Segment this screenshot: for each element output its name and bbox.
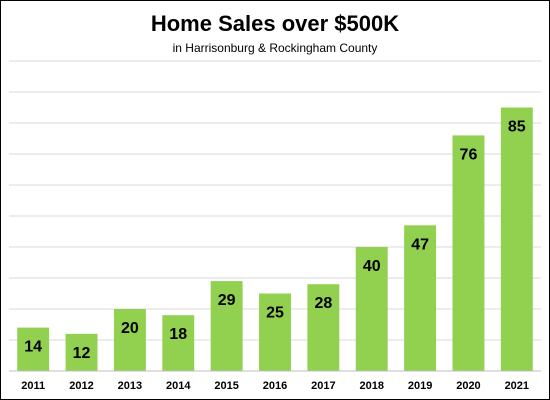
x-tick-2013: 2013 bbox=[118, 380, 142, 392]
bar-2015 bbox=[210, 281, 243, 371]
bar-2021 bbox=[500, 107, 533, 371]
bar-2018 bbox=[355, 247, 388, 371]
x-tick-2012: 2012 bbox=[69, 380, 93, 392]
data-label-2015: 29 bbox=[218, 292, 236, 309]
x-tick-2020: 2020 bbox=[456, 380, 480, 392]
bar-2014 bbox=[162, 315, 195, 371]
data-label-2011: 14 bbox=[24, 339, 42, 356]
x-tick-2011: 2011 bbox=[21, 380, 45, 392]
bar-2017 bbox=[307, 284, 340, 371]
data-label-2020: 76 bbox=[460, 146, 478, 163]
bar-2020 bbox=[452, 135, 485, 371]
bar-2019 bbox=[404, 225, 437, 371]
data-label-2021: 85 bbox=[508, 119, 526, 136]
data-label-2017: 28 bbox=[314, 295, 332, 312]
x-tick-2018: 2018 bbox=[359, 380, 383, 392]
bar-2011 bbox=[17, 327, 50, 371]
data-label-2019: 47 bbox=[411, 236, 429, 253]
x-tick-2016: 2016 bbox=[263, 380, 287, 392]
data-label-2012: 12 bbox=[73, 345, 91, 362]
data-label-2018: 40 bbox=[363, 258, 381, 275]
data-label-2013: 20 bbox=[121, 320, 139, 337]
bar-2012 bbox=[65, 333, 98, 371]
data-label-2016: 25 bbox=[266, 305, 284, 322]
x-tick-2021: 2021 bbox=[505, 380, 529, 392]
x-tick-2019: 2019 bbox=[408, 380, 432, 392]
bar-2013 bbox=[113, 309, 146, 371]
data-label-2014: 18 bbox=[169, 326, 187, 343]
bar-2016 bbox=[259, 293, 291, 371]
chart-subtitle: in Harrisonburg & Rockingham County bbox=[172, 41, 378, 55]
chart-title: Home Sales over $500K bbox=[150, 11, 400, 36]
x-tick-2017: 2017 bbox=[311, 380, 335, 392]
x-tick-2015: 2015 bbox=[214, 380, 238, 392]
x-tick-2014: 2014 bbox=[166, 380, 191, 392]
